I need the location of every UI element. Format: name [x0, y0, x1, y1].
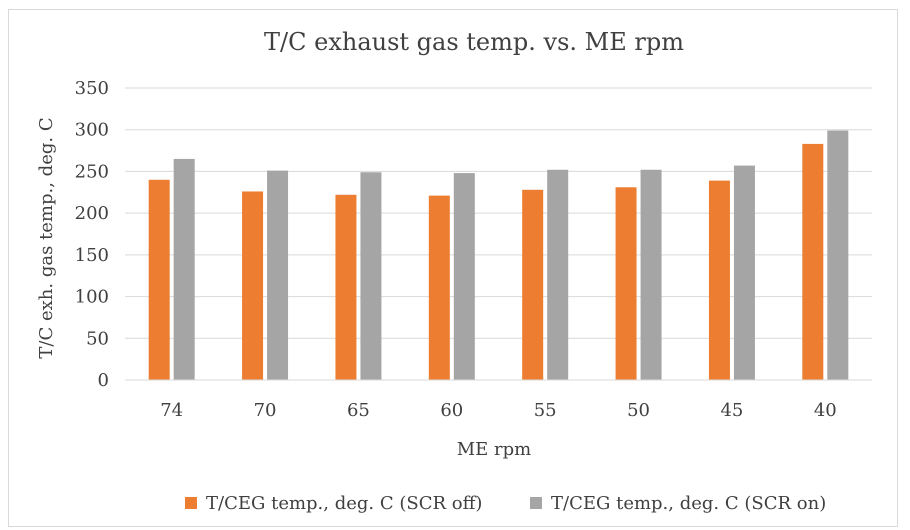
bar-scr-on-70 — [267, 170, 289, 380]
x-tick-label: 70 — [254, 400, 277, 421]
x-tick-label: 55 — [534, 400, 557, 421]
x-tick-label: 50 — [627, 400, 650, 421]
y-tick-label: 350 — [75, 78, 109, 99]
chart-title: T/C exhaust gas temp. vs. ME rpm — [264, 28, 684, 56]
gridlines — [125, 87, 872, 339]
y-tick-label: 250 — [75, 161, 109, 182]
y-tick-label: 50 — [86, 328, 109, 349]
bar-scr-off-45 — [708, 180, 730, 380]
bar-scr-off-40 — [802, 143, 824, 380]
x-axis-label: ME rpm — [457, 439, 532, 460]
legend-label-scr-off: T/CEG temp., deg. C (SCR off) — [206, 493, 482, 514]
bars — [148, 130, 849, 380]
x-tick-labels: 74 70 65 60 55 50 45 40 — [160, 400, 837, 421]
bar-scr-off-70 — [242, 191, 264, 380]
bar-scr-on-74 — [173, 158, 195, 380]
bar-scr-off-60 — [428, 195, 450, 380]
x-tick-label: 60 — [440, 400, 463, 421]
bar-scr-off-65 — [335, 194, 357, 380]
bar-scr-on-45 — [733, 165, 755, 380]
y-tick-label: 0 — [98, 370, 109, 391]
y-tick-label: 300 — [75, 120, 109, 141]
x-tick-label: 74 — [160, 400, 183, 421]
bar-scr-on-55 — [547, 169, 569, 380]
x-tick-label: 65 — [347, 400, 370, 421]
bar-scr-on-60 — [453, 173, 475, 380]
y-tick-label: 150 — [75, 245, 109, 266]
bar-scr-off-55 — [522, 189, 544, 380]
legend-swatch-scr-on — [530, 497, 542, 509]
legend-label-scr-on: T/CEG temp., deg. C (SCR on) — [551, 493, 826, 514]
y-axis-label: T/C exh. gas temp., deg. C — [36, 117, 57, 358]
bar-scr-on-65 — [360, 172, 382, 380]
y-tick-label: 100 — [75, 287, 109, 308]
y-tick-labels: 0 50 100 150 200 250 300 350 — [75, 78, 109, 391]
bar-scr-off-74 — [148, 179, 170, 380]
bar-scr-on-50 — [640, 169, 662, 380]
x-tick-label: 40 — [814, 400, 837, 421]
x-tick-label: 45 — [720, 400, 743, 421]
bar-scr-off-50 — [615, 187, 637, 380]
legend-swatch-scr-off — [185, 497, 197, 509]
y-tick-label: 200 — [75, 203, 109, 224]
bar-scr-on-40 — [827, 130, 849, 380]
legend: T/CEG temp., deg. C (SCR off) T/CEG temp… — [185, 493, 826, 514]
